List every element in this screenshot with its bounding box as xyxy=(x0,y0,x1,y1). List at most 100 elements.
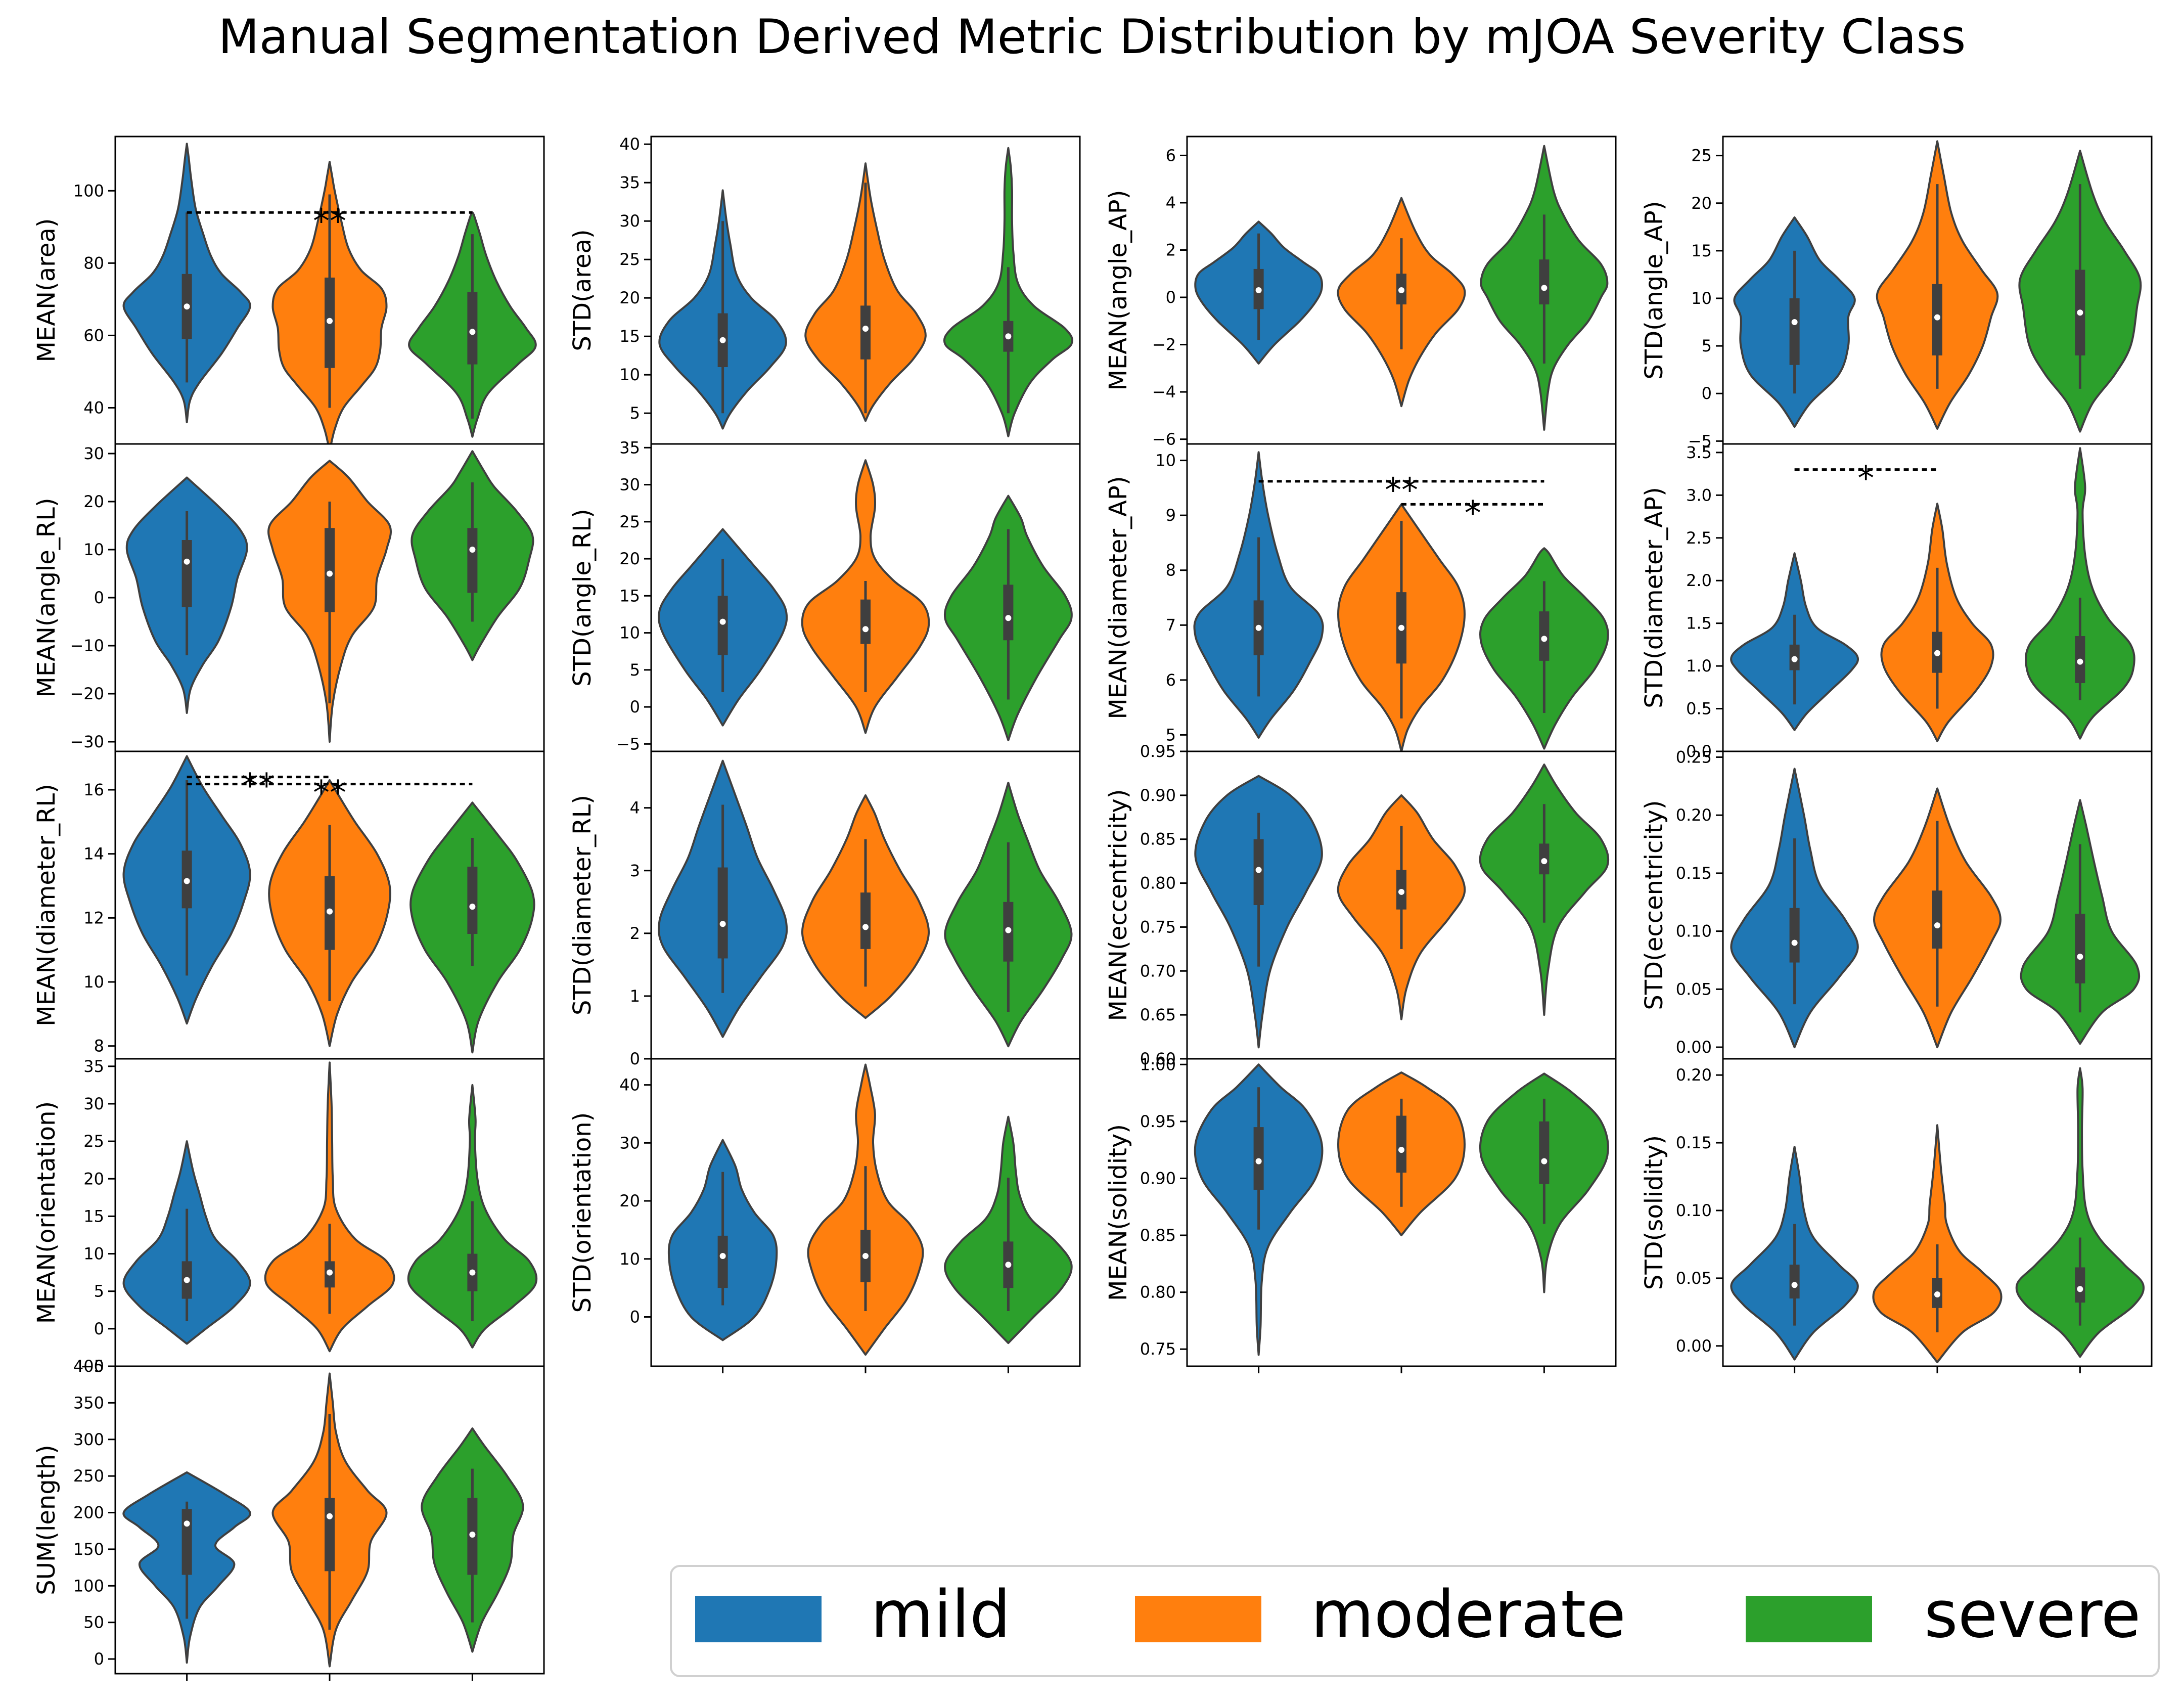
violin-moderate xyxy=(271,161,388,453)
y-tick-label: 0.10 xyxy=(1676,1201,1712,1220)
median-dot-severe xyxy=(1005,1262,1012,1268)
median-dot-moderate xyxy=(1934,650,1940,656)
iqr-box-moderate xyxy=(860,892,871,949)
iqr-box-mild xyxy=(181,540,192,607)
median-dot-mild xyxy=(184,878,190,884)
iqr-box-severe xyxy=(1539,259,1550,305)
legend-swatch-mild xyxy=(695,1596,822,1642)
violin-body-severe xyxy=(2015,1067,2145,1358)
y-tick-label: 10 xyxy=(619,1249,640,1269)
median-dot-severe xyxy=(1541,858,1548,865)
median-dot-moderate xyxy=(327,908,333,915)
iqr-box-moderate xyxy=(860,599,871,644)
y-tick-label: −5 xyxy=(616,734,640,753)
violin-mild xyxy=(122,755,251,1025)
y-tick-label: −30 xyxy=(70,732,104,751)
significance-marker: * xyxy=(1857,459,1874,498)
iqr-box-moderate xyxy=(325,1498,335,1572)
y-tick-label: 4 xyxy=(1166,193,1176,212)
y-axis-label: MEAN(solidity) xyxy=(1104,1124,1132,1301)
median-dot-moderate xyxy=(327,1269,333,1276)
median-dot-mild xyxy=(719,1253,726,1260)
y-axis-label: MEAN(angle_RL) xyxy=(32,498,61,697)
y-tick-label: 0.00 xyxy=(1676,1038,1712,1057)
y-tick-label: −5 xyxy=(1688,431,1712,451)
violin-mild xyxy=(122,1471,251,1664)
violin-mild xyxy=(1730,768,1859,1049)
median-dot-severe xyxy=(2077,658,2083,665)
violin-moderate xyxy=(267,460,392,743)
subplot-std-diameter-rl: 0 1 2 3 4 STD(diameter_RL) xyxy=(568,750,1081,1068)
median-dot-severe xyxy=(469,904,476,910)
y-tick-label: 0 xyxy=(1166,288,1176,307)
subplot-mean-orientation: −5 0 5 10 15 20 25 30 35 MEAN(orientation) xyxy=(32,1057,545,1376)
subplot-mean-diameter-rl: 8 10 12 14 16 MEAN(diameter_RL) ** ** xyxy=(32,750,545,1060)
y-tick-label: −20 xyxy=(70,684,104,703)
y-tick-label: 20 xyxy=(83,1169,104,1188)
y-tick-label: 30 xyxy=(619,475,640,495)
violin-moderate xyxy=(264,1061,395,1353)
y-tick-label: 15 xyxy=(619,327,640,346)
median-dot-mild xyxy=(719,337,726,343)
y-tick-label: 20 xyxy=(619,288,640,307)
y-axis-label: STD(angle_AP) xyxy=(1640,201,1668,379)
y-tick-label: 5 xyxy=(94,1282,104,1301)
violin-moderate xyxy=(1337,794,1466,1020)
violin-moderate xyxy=(1880,503,1994,742)
violin-moderate xyxy=(801,459,930,734)
y-axis-label: SUM(length) xyxy=(32,1445,61,1595)
y-tick-label: 0.75 xyxy=(1140,917,1176,936)
y-tick-label: 300 xyxy=(73,1430,104,1449)
violin-moderate xyxy=(1876,140,1999,430)
y-tick-label: 0.95 xyxy=(1140,1112,1176,1131)
median-dot-mild xyxy=(1255,1158,1262,1164)
y-tick-label: 0.20 xyxy=(1676,1065,1712,1085)
median-dot-severe xyxy=(1541,636,1548,642)
y-tick-label: 4 xyxy=(630,798,640,818)
y-tick-label: 0.05 xyxy=(1676,1269,1712,1288)
iqr-box-mild xyxy=(717,867,728,959)
subplot-sum-length: 0 50 100 150 200 250 300 350 400 SUM(length) xyxy=(32,1357,545,1681)
significance-marker: ** xyxy=(242,767,275,805)
legend-label-mild: mild xyxy=(871,1577,1011,1652)
y-tick-label: 0.90 xyxy=(1140,1169,1176,1188)
median-dot-mild xyxy=(184,1277,190,1283)
subplot-std-area: 5 10 15 20 25 30 35 40 STD(area) xyxy=(568,134,1081,445)
violin-severe xyxy=(944,782,1073,1048)
violin-severe xyxy=(1479,547,1609,750)
violin-mild xyxy=(1730,552,1859,731)
y-axis-label: MEAN(eccentricity) xyxy=(1104,789,1132,1021)
y-tick-label: 30 xyxy=(83,1094,104,1113)
median-dot-severe xyxy=(469,329,476,335)
y-tick-label: 30 xyxy=(619,1133,640,1152)
y-tick-label: 35 xyxy=(619,173,640,192)
y-tick-label: 0.80 xyxy=(1140,874,1176,893)
y-axis-label: MEAN(angle_AP) xyxy=(1104,190,1132,391)
significance-marker: ** xyxy=(313,202,346,241)
y-tick-label: 16 xyxy=(83,780,104,799)
y-tick-label: −4 xyxy=(1152,382,1176,401)
y-axis-label: MEAN(diameter_RL) xyxy=(32,784,61,1026)
y-tick-label: 15 xyxy=(619,586,640,605)
median-dot-moderate xyxy=(862,326,869,332)
median-dot-moderate xyxy=(327,1513,333,1519)
y-tick-label: 10 xyxy=(619,623,640,643)
median-dot-severe xyxy=(1541,1158,1548,1164)
median-dot-moderate xyxy=(862,1253,869,1260)
y-tick-label: 60 xyxy=(83,326,104,345)
significance-marker: ** xyxy=(313,774,346,813)
y-tick-label: 0.20 xyxy=(1676,805,1712,825)
y-tick-label: 0.15 xyxy=(1676,1133,1712,1152)
violin-severe xyxy=(943,147,1073,437)
violin-severe xyxy=(407,1084,538,1349)
median-dot-severe xyxy=(469,547,476,553)
median-dot-mild xyxy=(1791,1282,1798,1288)
y-tick-label: 1.5 xyxy=(1686,614,1712,633)
y-tick-label: 0 xyxy=(1702,384,1712,403)
median-dot-mild xyxy=(719,618,726,625)
y-axis-label: STD(solidity) xyxy=(1640,1135,1668,1290)
subplot-std-solidity: 0.00 0.05 0.10 0.15 0.20 STD(solidity) xyxy=(1640,1058,2153,1373)
legend: mild moderate severe xyxy=(670,1565,2160,1677)
y-axis-label: STD(area) xyxy=(568,229,597,351)
